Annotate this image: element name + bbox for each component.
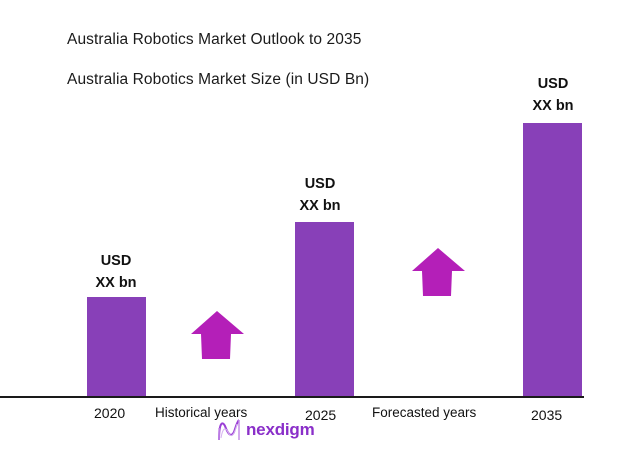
bar-label-2025: USD XX bn [275,173,365,217]
arrow-up-icon [191,311,244,359]
bar-label-line1: USD [304,176,336,192]
bar-label-line2: XX bn [95,275,137,291]
x-tick-2020: 2020 [94,405,126,421]
bar-2020 [87,297,146,397]
bar-label-line1: USD [100,253,132,269]
logo-text: nexdigm [246,420,315,439]
bar-label-line2: XX bn [532,98,574,114]
chart-title: Australia Robotics Market Outlook to 203… [67,31,362,48]
nexdigm-wave-icon [218,419,240,441]
bar-label-line1: USD [537,76,569,92]
bar-2025 [295,222,354,397]
nexdigm-logo: nexdigm [216,418,315,442]
bar-label-line2: XX bn [299,198,341,214]
bar-2035 [523,123,582,397]
chart-subtitle: Australia Robotics Market Size (in USD B… [67,71,370,88]
x-tick-2035: 2035 [531,407,563,423]
period-label-forecasted: Forecasted years [372,405,477,420]
bar-label-2020: USD XX bn [71,250,161,294]
bar-label-2035: USD XX bn [508,73,598,117]
x-tick-2025: 2025 [305,407,337,423]
period-label-historical: Historical years [155,405,248,420]
arrow-up-icon [412,248,465,296]
x-axis-line [0,396,584,398]
